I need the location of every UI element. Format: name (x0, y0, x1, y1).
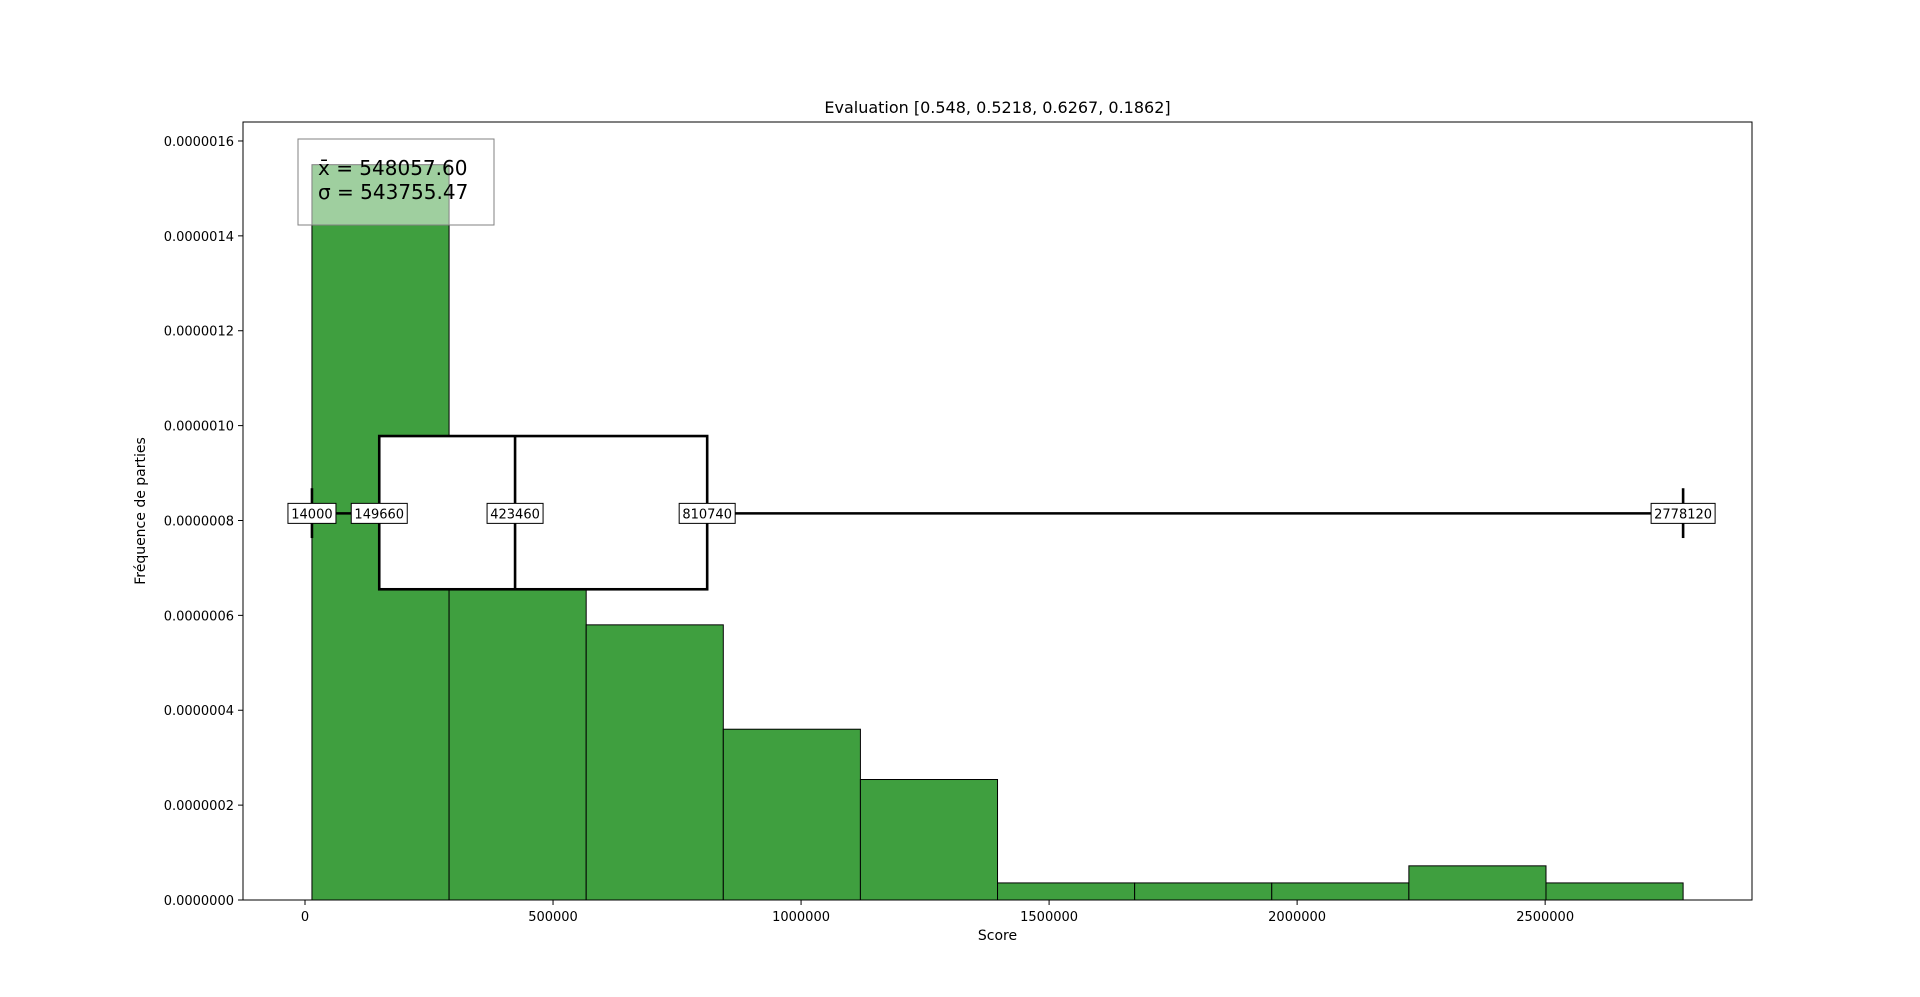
boxplot-value-label: 810740 (678, 502, 736, 524)
boxplot: 14000 149660 423460 810740 2778120 (287, 434, 1716, 591)
boxplot-label-frame (287, 502, 337, 524)
y-tick-label: 0.0000008 (164, 514, 234, 529)
y-tick-label: 0.0000016 (164, 135, 234, 150)
boxplot-value-label: 423460 (486, 502, 544, 524)
y-tick-label: 0.0000010 (164, 420, 234, 435)
histogram-bar (1271, 882, 1410, 901)
boxplot-value-label: 14000 (287, 502, 337, 524)
y-tick-label: 0.0000000 (164, 894, 234, 909)
x-tick-label: 0 (301, 910, 309, 925)
x-tick-label: 2500000 (1516, 910, 1574, 925)
stats-box: x̄ = 548057.60 σ = 543755.47 (297, 138, 495, 226)
plot-frame (242, 121, 1753, 901)
histogram-bar (585, 624, 724, 901)
x-tick-label: 1000000 (772, 910, 830, 925)
y-tick-label: 0.0000012 (164, 325, 234, 340)
histogram-bar (448, 586, 587, 901)
histogram-bar (722, 728, 861, 901)
x-tick-label: 2000000 (1268, 910, 1326, 925)
boxplot-label-frame (1650, 502, 1716, 524)
histogram-bar (859, 779, 999, 901)
x-tick-label: 1500000 (1020, 910, 1078, 925)
boxplot-label-text: 810740 (682, 507, 732, 522)
x-axis-label: Score (978, 928, 1017, 944)
y-tick-label: 0.0000006 (164, 609, 234, 624)
y-tick-label: 0.0000002 (164, 799, 234, 814)
boxplot-label-frame (350, 502, 408, 524)
histogram-bar (997, 882, 1136, 901)
histogram-bar (1134, 882, 1273, 901)
boxplot-label-text: 423460 (490, 507, 540, 522)
boxplot-value-label: 2778120 (1650, 502, 1716, 524)
histogram-bars (311, 164, 1684, 901)
y-tick-label: 0.0000004 (164, 704, 234, 719)
x-tick-label: 500000 (528, 910, 578, 925)
stats-box-frame (297, 138, 495, 226)
boxplot-label-text: 149660 (354, 507, 404, 522)
y-axis-ticks: 0.0000000 0.0000002 0.0000004 0.0000006 0.00… (164, 135, 243, 909)
sigma-label: σ = 543755.47 (318, 180, 468, 204)
y-axis-label: Fréquence de parties (133, 437, 149, 585)
boxplot-label-frame (486, 502, 544, 524)
boxplot-label-frame (678, 502, 736, 524)
histogram-bar (1545, 882, 1684, 901)
histogram-bar (1408, 865, 1547, 901)
mean-label: x̄ = 548057.60 (318, 156, 467, 180)
chart-title: Evaluation [0.548, 0.5218, 0.6267, 0.186… (824, 98, 1170, 117)
boxplot-value-label: 149660 (350, 502, 408, 524)
boxplot-label-text: 2778120 (1654, 507, 1712, 522)
y-tick-label: 0.0000014 (164, 230, 234, 245)
boxplot-label-text: 14000 (291, 507, 332, 522)
x-axis-ticks: 0 500000 1000000 1500000 2000000 2500000 (301, 900, 1574, 925)
